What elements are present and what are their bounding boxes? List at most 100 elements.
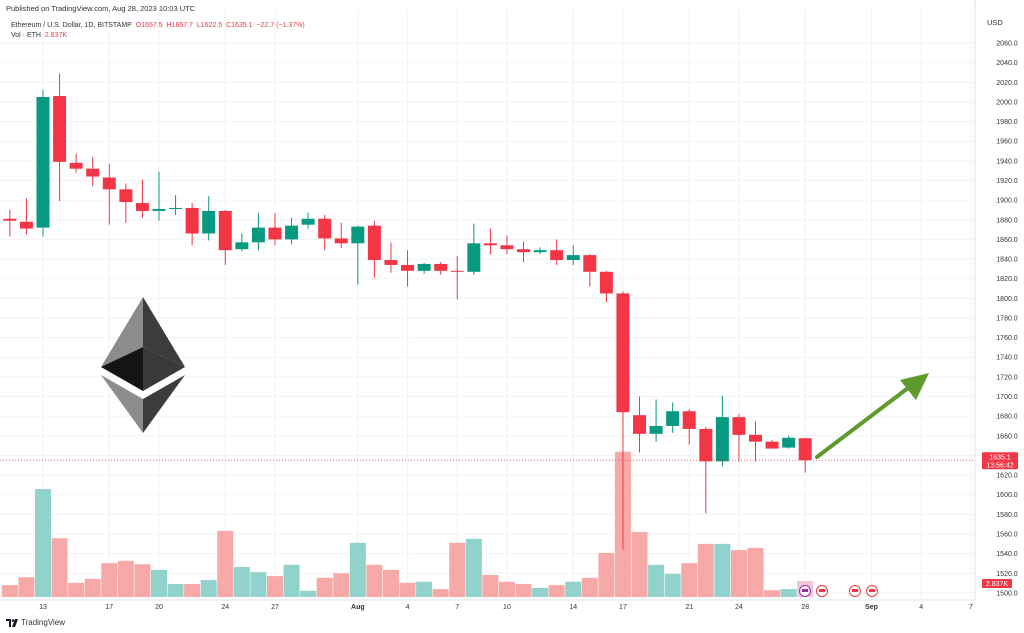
price-tick-label: 2000.0 (996, 99, 1018, 106)
candle-body (533, 250, 547, 253)
candle-body (135, 203, 149, 211)
change-value: −22.7 (−1.37%) (256, 22, 305, 29)
volume-bar (648, 564, 665, 597)
tradingview-brand[interactable]: TradingView (6, 618, 65, 627)
price-tick-label: 1620.0 (996, 473, 1018, 480)
candle-body (649, 425, 663, 434)
price-tick-label: 1820.0 (996, 276, 1018, 283)
time-tick-label: 17 (105, 604, 113, 611)
candle-body (500, 245, 514, 250)
volume-bar (349, 542, 366, 597)
time-tick-label: 14 (569, 604, 577, 611)
volume-bar (548, 585, 565, 597)
candle-body (367, 225, 381, 261)
candle-body (798, 438, 812, 461)
volume-bar (730, 550, 747, 597)
candle-body (185, 207, 199, 234)
volume-bar (184, 584, 201, 597)
price-tick-label: 1740.0 (996, 355, 1018, 362)
candle-body (152, 208, 166, 211)
volume-bar (532, 587, 549, 597)
candle-body (53, 96, 67, 162)
candle-body (301, 218, 315, 225)
candle-body (732, 417, 746, 435)
tradingview-logo-icon (6, 618, 18, 627)
volume-bar (68, 582, 85, 597)
candle-body (599, 271, 613, 294)
volume-bar (714, 543, 731, 597)
time-tick-label: 24 (735, 604, 743, 611)
time-tick-label: 4 (919, 604, 923, 611)
us-economic-event-icon-glyph (852, 589, 858, 592)
lightning-event-icon-glyph (802, 589, 808, 592)
volume-bar (565, 581, 582, 597)
volume-bar (1, 585, 18, 597)
volume-bar (101, 563, 118, 597)
time-tick-label: 13 (39, 604, 47, 611)
time-tick-label: 20 (155, 604, 163, 611)
price-tick-label: 1880.0 (996, 217, 1018, 224)
candle-body (285, 225, 299, 240)
candle-body (550, 250, 564, 261)
currency-label: USD (987, 18, 1003, 27)
candle-body (119, 189, 133, 203)
price-tick-label: 1580.0 (996, 512, 1018, 519)
price-tick-label: 2060.0 (996, 41, 1018, 48)
candle-body (682, 411, 696, 429)
last-price-tag-value: 1635.1 (989, 454, 1011, 461)
volume-bar (217, 530, 234, 597)
volume-bar (631, 532, 648, 597)
candle-body (715, 417, 729, 462)
volume-value: 2.837K (44, 32, 68, 39)
eth-logo-part (101, 347, 143, 391)
candle-body (251, 227, 265, 243)
volume-bar (316, 577, 333, 597)
volume-bar (266, 576, 283, 597)
volume-bar (581, 577, 598, 597)
price-tick-label: 2020.0 (996, 80, 1018, 87)
candle-body (401, 264, 415, 271)
price-tick-label: 1780.0 (996, 315, 1018, 322)
candle-body (749, 434, 763, 442)
price-tick-label: 1500.0 (996, 590, 1018, 597)
low-value: L1622.5 (196, 22, 223, 29)
countdown-timer: 13:56:42 (986, 462, 1013, 469)
candle-body (384, 260, 398, 265)
volume-bar (134, 564, 151, 597)
candle-body (36, 97, 50, 228)
price-tick-label: 1920.0 (996, 178, 1018, 185)
candle-body (235, 242, 249, 250)
volume-bar (482, 574, 499, 597)
price-tick-label: 1520.0 (996, 571, 1018, 578)
volume-bar (399, 582, 416, 597)
candle-body (583, 255, 597, 272)
trend-arrow-head-icon (900, 373, 929, 400)
volume-bar (233, 567, 250, 597)
candle-body (566, 255, 580, 261)
time-tick-label: 17 (619, 604, 627, 611)
open-value: O1657.5 (135, 22, 163, 29)
candle-body (782, 437, 796, 448)
price-tick-label: 1680.0 (996, 414, 1018, 421)
eth-logo-part (143, 347, 185, 391)
last-price-tag (982, 452, 1018, 470)
volume-bar (681, 563, 698, 597)
volume-bar (283, 564, 300, 597)
volume-bar (697, 543, 714, 597)
eth-logo-part (143, 297, 185, 367)
candle-body (616, 293, 630, 413)
volume-bar (366, 564, 383, 597)
candle-body (633, 415, 647, 434)
candle-body (666, 411, 680, 426)
symbol-label[interactable]: Ethereum / U.S. Dollar, 1D, BITSTAMP (11, 22, 132, 29)
candle-body (450, 270, 464, 272)
volume-bar (150, 569, 167, 597)
volume-bar (747, 547, 764, 597)
candle-body (334, 238, 348, 244)
price-tick-label: 1660.0 (996, 433, 1018, 440)
candle-body (417, 263, 431, 271)
volume-label: Vol · ETH (11, 32, 41, 39)
price-tick-label: 1960.0 (996, 139, 1018, 146)
price-tick-label: 1840.0 (996, 257, 1018, 264)
